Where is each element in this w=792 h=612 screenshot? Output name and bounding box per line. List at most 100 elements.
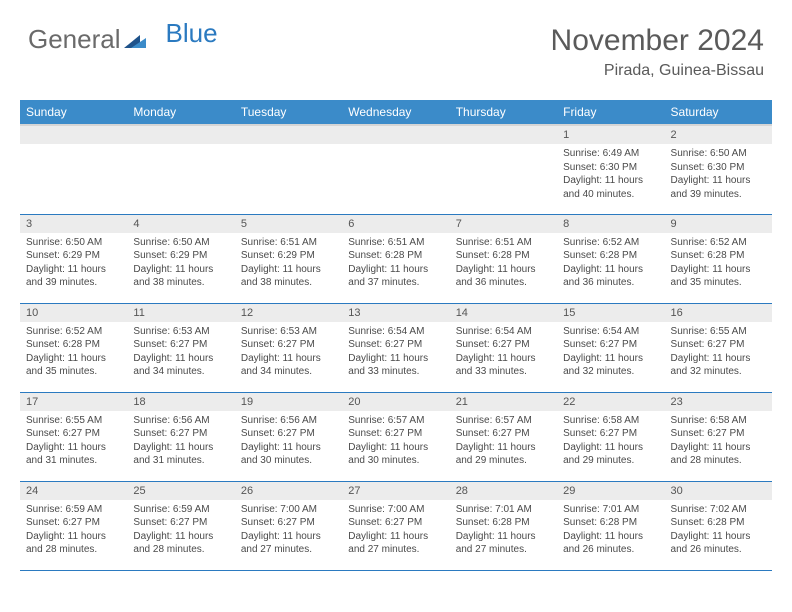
sunset-text: Sunset: 6:30 PM <box>671 161 766 175</box>
sunset-text: Sunset: 6:27 PM <box>671 338 766 352</box>
sunrise-text: Sunrise: 6:58 AM <box>671 414 766 428</box>
day-number: 22 <box>557 393 664 411</box>
day-number <box>450 126 557 144</box>
day-details: Sunrise: 6:56 AMSunset: 6:27 PMDaylight:… <box>127 411 234 470</box>
day-number: 25 <box>127 482 234 500</box>
calendar-day: 8Sunrise: 6:52 AMSunset: 6:28 PMDaylight… <box>557 214 664 303</box>
day-details: Sunrise: 6:55 AMSunset: 6:27 PMDaylight:… <box>20 411 127 470</box>
day-details: Sunrise: 6:50 AMSunset: 6:29 PMDaylight:… <box>20 233 127 292</box>
sunrise-text: Sunrise: 6:52 AM <box>671 236 766 250</box>
day-number <box>20 126 127 144</box>
day-number: 8 <box>557 215 664 233</box>
sunset-text: Sunset: 6:27 PM <box>348 338 443 352</box>
day-details: Sunrise: 6:49 AMSunset: 6:30 PMDaylight:… <box>557 144 664 203</box>
brand-logo: General Blue <box>28 24 218 55</box>
day-details: Sunrise: 6:52 AMSunset: 6:28 PMDaylight:… <box>665 233 772 292</box>
day-details: Sunrise: 6:50 AMSunset: 6:30 PMDaylight:… <box>665 144 772 203</box>
day-number: 29 <box>557 482 664 500</box>
calendar-day-empty <box>235 125 342 214</box>
day-details: Sunrise: 6:56 AMSunset: 6:27 PMDaylight:… <box>235 411 342 470</box>
day-number <box>342 126 449 144</box>
sunrise-text: Sunrise: 6:56 AM <box>133 414 228 428</box>
calendar-header-row: SundayMondayTuesdayWednesdayThursdayFrid… <box>20 100 772 125</box>
sunset-text: Sunset: 6:28 PM <box>456 516 551 530</box>
calendar-day: 16Sunrise: 6:55 AMSunset: 6:27 PMDayligh… <box>665 303 772 392</box>
day-number: 27 <box>342 482 449 500</box>
calendar-body: 1Sunrise: 6:49 AMSunset: 6:30 PMDaylight… <box>20 125 772 570</box>
calendar-day: 29Sunrise: 7:01 AMSunset: 6:28 PMDayligh… <box>557 481 664 570</box>
day-details: Sunrise: 6:51 AMSunset: 6:28 PMDaylight:… <box>342 233 449 292</box>
sunset-text: Sunset: 6:27 PM <box>241 338 336 352</box>
month-title: November 2024 <box>551 24 764 58</box>
day-number: 4 <box>127 215 234 233</box>
day-header: Saturday <box>665 100 772 125</box>
day-number: 2 <box>665 126 772 144</box>
brand-triangle-icon <box>124 24 146 55</box>
daylight-text: Daylight: 11 hours and 28 minutes. <box>671 441 766 468</box>
sunset-text: Sunset: 6:29 PM <box>133 249 228 263</box>
day-details: Sunrise: 6:52 AMSunset: 6:28 PMDaylight:… <box>557 233 664 292</box>
sunset-text: Sunset: 6:27 PM <box>348 516 443 530</box>
day-details: Sunrise: 6:57 AMSunset: 6:27 PMDaylight:… <box>450 411 557 470</box>
calendar-week-row: 1Sunrise: 6:49 AMSunset: 6:30 PMDaylight… <box>20 125 772 214</box>
sunset-text: Sunset: 6:27 PM <box>26 516 121 530</box>
daylight-text: Daylight: 11 hours and 26 minutes. <box>563 530 658 557</box>
sunset-text: Sunset: 6:28 PM <box>456 249 551 263</box>
sunset-text: Sunset: 6:27 PM <box>671 427 766 441</box>
day-number: 17 <box>20 393 127 411</box>
day-number: 12 <box>235 304 342 322</box>
sunset-text: Sunset: 6:30 PM <box>563 161 658 175</box>
calendar-day: 21Sunrise: 6:57 AMSunset: 6:27 PMDayligh… <box>450 392 557 481</box>
day-header: Friday <box>557 100 664 125</box>
calendar-day-empty <box>450 125 557 214</box>
page-header: General Blue November 2024 Pirada, Guine… <box>0 0 792 92</box>
daylight-text: Daylight: 11 hours and 28 minutes. <box>26 530 121 557</box>
day-details: Sunrise: 6:58 AMSunset: 6:27 PMDaylight:… <box>665 411 772 470</box>
calendar-day: 19Sunrise: 6:56 AMSunset: 6:27 PMDayligh… <box>235 392 342 481</box>
sunrise-text: Sunrise: 6:51 AM <box>348 236 443 250</box>
calendar-week-row: 3Sunrise: 6:50 AMSunset: 6:29 PMDaylight… <box>20 214 772 303</box>
sunrise-text: Sunrise: 7:00 AM <box>348 503 443 517</box>
location-label: Pirada, Guinea-Bissau <box>551 62 764 80</box>
day-details: Sunrise: 6:54 AMSunset: 6:27 PMDaylight:… <box>342 322 449 381</box>
day-details: Sunrise: 7:00 AMSunset: 6:27 PMDaylight:… <box>235 500 342 559</box>
calendar-day: 14Sunrise: 6:54 AMSunset: 6:27 PMDayligh… <box>450 303 557 392</box>
sunset-text: Sunset: 6:29 PM <box>26 249 121 263</box>
sunrise-text: Sunrise: 6:58 AM <box>563 414 658 428</box>
calendar-day: 1Sunrise: 6:49 AMSunset: 6:30 PMDaylight… <box>557 125 664 214</box>
sunset-text: Sunset: 6:28 PM <box>26 338 121 352</box>
sunset-text: Sunset: 6:27 PM <box>133 338 228 352</box>
sunrise-text: Sunrise: 6:52 AM <box>26 325 121 339</box>
day-number <box>235 126 342 144</box>
day-details: Sunrise: 7:01 AMSunset: 6:28 PMDaylight:… <box>557 500 664 559</box>
daylight-text: Daylight: 11 hours and 37 minutes. <box>348 263 443 290</box>
sunrise-text: Sunrise: 6:53 AM <box>241 325 336 339</box>
day-details: Sunrise: 7:00 AMSunset: 6:27 PMDaylight:… <box>342 500 449 559</box>
day-number: 24 <box>20 482 127 500</box>
day-number: 18 <box>127 393 234 411</box>
daylight-text: Daylight: 11 hours and 38 minutes. <box>133 263 228 290</box>
sunrise-text: Sunrise: 6:51 AM <box>241 236 336 250</box>
title-block: November 2024 Pirada, Guinea-Bissau <box>551 24 764 80</box>
calendar-day: 17Sunrise: 6:55 AMSunset: 6:27 PMDayligh… <box>20 392 127 481</box>
calendar-day: 22Sunrise: 6:58 AMSunset: 6:27 PMDayligh… <box>557 392 664 481</box>
day-number: 14 <box>450 304 557 322</box>
daylight-text: Daylight: 11 hours and 38 minutes. <box>241 263 336 290</box>
sunrise-text: Sunrise: 6:52 AM <box>563 236 658 250</box>
calendar-week-row: 17Sunrise: 6:55 AMSunset: 6:27 PMDayligh… <box>20 392 772 481</box>
brand-part2: Blue <box>166 18 218 49</box>
day-details: Sunrise: 7:02 AMSunset: 6:28 PMDaylight:… <box>665 500 772 559</box>
calendar-day: 28Sunrise: 7:01 AMSunset: 6:28 PMDayligh… <box>450 481 557 570</box>
sunrise-text: Sunrise: 7:00 AM <box>241 503 336 517</box>
calendar-day: 24 Sunrise: 6:59 AMSunset: 6:27 PMDayligh… <box>20 481 127 570</box>
sunset-text: Sunset: 6:27 PM <box>456 427 551 441</box>
sunset-text: Sunset: 6:27 PM <box>456 338 551 352</box>
sunrise-text: Sunrise: 6:59 AM <box>26 503 121 517</box>
calendar-day: 7Sunrise: 6:51 AMSunset: 6:28 PMDaylight… <box>450 214 557 303</box>
daylight-text: Daylight: 11 hours and 34 minutes. <box>241 352 336 379</box>
day-details: Sunrise: 6:54 AMSunset: 6:27 PMDaylight:… <box>557 322 664 381</box>
daylight-text: Daylight: 11 hours and 30 minutes. <box>241 441 336 468</box>
daylight-text: Daylight: 11 hours and 30 minutes. <box>348 441 443 468</box>
calendar-table: SundayMondayTuesdayWednesdayThursdayFrid… <box>20 100 772 571</box>
day-number: 20 <box>342 393 449 411</box>
